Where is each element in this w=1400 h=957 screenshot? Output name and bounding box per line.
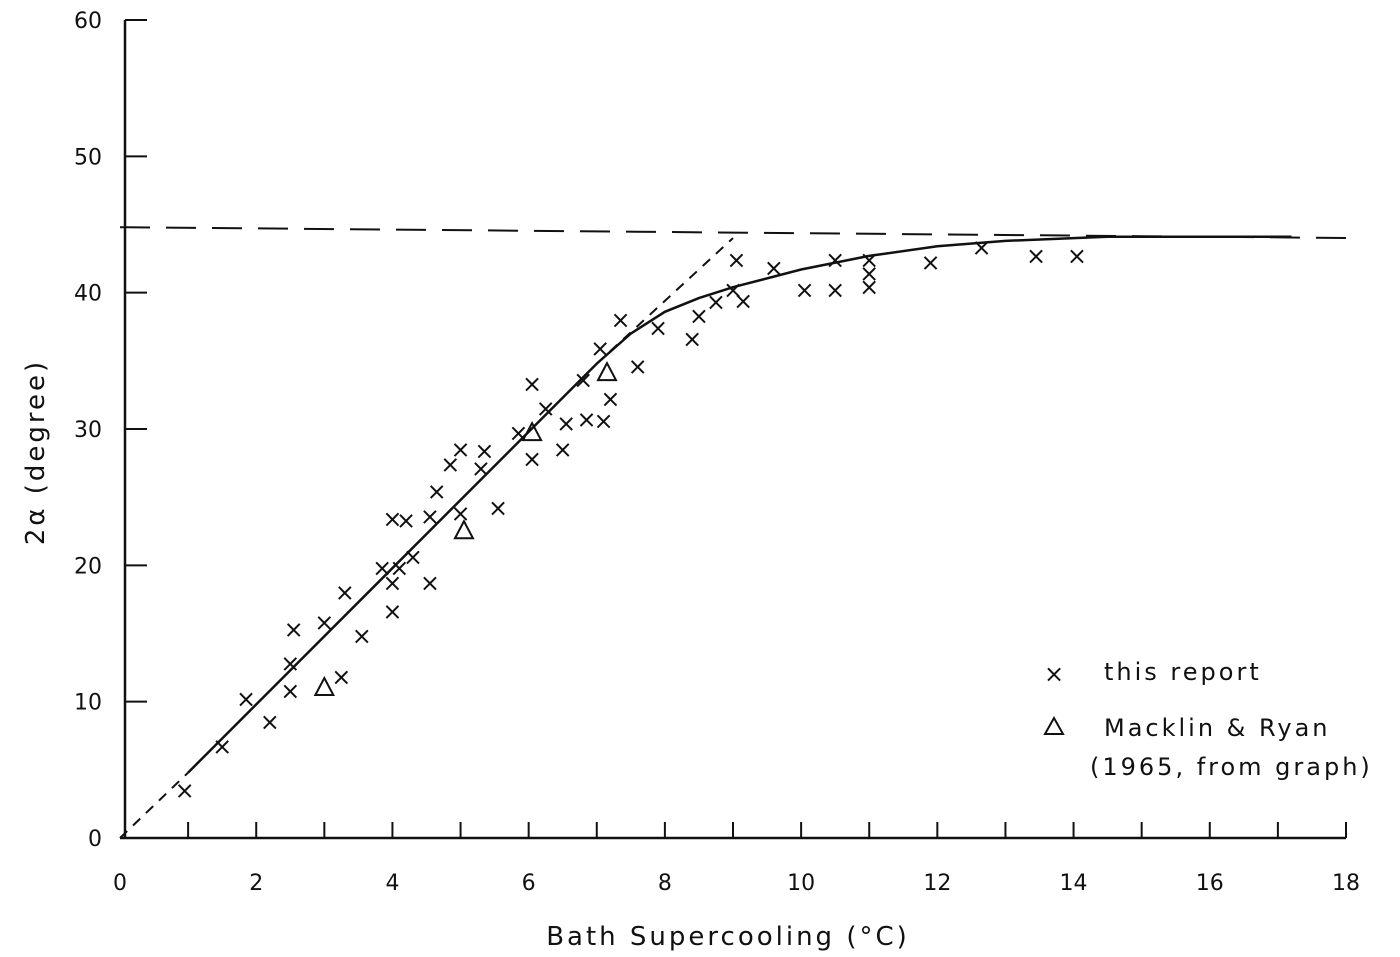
point-this-report: × bbox=[594, 407, 614, 435]
x-tick-label: 0 bbox=[113, 871, 127, 896]
dashed-line-1 bbox=[119, 226, 1360, 240]
point-this-report: × bbox=[175, 776, 195, 804]
point-macklin-ryan bbox=[596, 360, 618, 382]
point-this-report: × bbox=[859, 273, 879, 301]
point-this-report: × bbox=[733, 287, 753, 315]
point-this-report: × bbox=[556, 410, 576, 438]
dashed-line-2 bbox=[119, 771, 189, 839]
point-this-report: × bbox=[706, 288, 726, 316]
point-this-report: × bbox=[382, 569, 402, 597]
point-this-report: × bbox=[972, 234, 992, 262]
point-this-report: × bbox=[522, 445, 542, 473]
point-macklin-ryan bbox=[453, 519, 475, 540]
point-this-report: × bbox=[471, 455, 491, 483]
point-this-report: × bbox=[440, 450, 460, 478]
point-this-report: × bbox=[689, 302, 709, 330]
x-tick-label: 12 bbox=[923, 871, 951, 896]
y-tick-label: 40 bbox=[74, 282, 102, 307]
point-this-report: × bbox=[723, 276, 743, 304]
point-this-report: × bbox=[536, 395, 556, 423]
legend: × this report Macklin & Ryan (1965, from… bbox=[1043, 658, 1373, 781]
point-this-report: × bbox=[859, 246, 879, 274]
dashed-line-3 bbox=[596, 237, 734, 365]
x-ticks: 0 2 4 6 8 10 12 14 16 18 bbox=[113, 822, 1360, 896]
point-macklin-ryan bbox=[521, 420, 543, 442]
x-tick-label: 4 bbox=[385, 871, 399, 896]
point-this-report: × bbox=[920, 249, 940, 277]
y-axis-title: 2α (degree) bbox=[21, 359, 51, 545]
point-this-report: × bbox=[284, 615, 304, 643]
x-tick-label: 2 bbox=[249, 871, 263, 896]
point-this-report: × bbox=[682, 325, 702, 353]
point-this-report: × bbox=[488, 494, 508, 522]
y-tick-label: 10 bbox=[74, 691, 102, 716]
point-this-report: × bbox=[726, 246, 746, 274]
point-this-report: × bbox=[764, 254, 784, 282]
point-this-report: × bbox=[403, 543, 423, 571]
point-this-report: × bbox=[648, 314, 668, 342]
y-tick-label: 30 bbox=[74, 418, 102, 443]
point-this-report: × bbox=[382, 598, 402, 626]
point-this-report: × bbox=[352, 622, 372, 650]
x-tick-label: 18 bbox=[1332, 871, 1360, 896]
y-ticks: 0 10 20 30 40 50 60 bbox=[74, 9, 147, 852]
point-this-report: × bbox=[611, 306, 631, 334]
point-this-report: × bbox=[331, 663, 351, 691]
legend-label-macklin-ryan-source: (1965, from graph) bbox=[1090, 753, 1373, 781]
point-this-report: × bbox=[389, 554, 409, 582]
point-this-report: × bbox=[794, 276, 814, 304]
point-this-report: × bbox=[825, 276, 845, 304]
point-this-report: × bbox=[451, 435, 471, 463]
point-this-report: × bbox=[1026, 242, 1046, 270]
x-tick-label: 16 bbox=[1196, 871, 1224, 896]
data-points: ××××××× ×××××××××××××××××××××××××××××××××… bbox=[175, 234, 1087, 805]
point-this-report: × bbox=[396, 506, 416, 534]
point-this-report: × bbox=[382, 505, 402, 533]
point-this-report: × bbox=[280, 677, 300, 705]
point-this-report: × bbox=[522, 370, 542, 398]
point-this-report: × bbox=[577, 405, 597, 433]
point-this-report: × bbox=[420, 569, 440, 597]
point-this-report: × bbox=[420, 502, 440, 530]
y-tick-label: 0 bbox=[88, 827, 102, 852]
legend-x-icon: × bbox=[1044, 660, 1064, 688]
point-this-report: × bbox=[236, 685, 256, 713]
fit-lines bbox=[119, 226, 1360, 839]
point-this-report: × bbox=[280, 649, 300, 677]
y-tick-label: 60 bbox=[74, 9, 102, 34]
point-this-report: × bbox=[314, 609, 334, 637]
point-this-report: × bbox=[474, 437, 494, 465]
point-this-report: × bbox=[1067, 242, 1087, 270]
point-macklin-ryan bbox=[313, 675, 335, 697]
point-this-report: × bbox=[508, 419, 528, 447]
point-this-report: × bbox=[427, 478, 447, 506]
x-tick-label: 6 bbox=[522, 871, 536, 896]
y-tick-label: 20 bbox=[74, 554, 102, 579]
y-tick-label: 50 bbox=[74, 145, 102, 170]
point-this-report: × bbox=[260, 708, 280, 736]
x-tick-label: 14 bbox=[1060, 871, 1088, 896]
point-this-report: × bbox=[825, 246, 845, 274]
point-this-report: × bbox=[859, 260, 879, 288]
point-this-report: × bbox=[372, 554, 392, 582]
x-tick-label: 10 bbox=[787, 871, 815, 896]
point-this-report: × bbox=[628, 352, 648, 380]
point-this-report: × bbox=[553, 435, 573, 463]
x-axis-title: Bath Supercooling (°C) bbox=[546, 922, 910, 952]
point-this-report: × bbox=[590, 335, 610, 363]
legend-label-this-report: this report bbox=[1104, 658, 1262, 686]
point-this-report: × bbox=[451, 500, 471, 528]
fit-curve-0 bbox=[187, 235, 1292, 774]
x-tick-label: 8 bbox=[658, 871, 672, 896]
legend-label-macklin-ryan: Macklin & Ryan bbox=[1104, 714, 1331, 742]
point-this-report: × bbox=[335, 579, 355, 607]
legend-triangle-icon bbox=[1043, 715, 1065, 735]
point-this-report: × bbox=[600, 385, 620, 413]
point-this-report: × bbox=[212, 733, 232, 761]
point-this-report: × bbox=[573, 366, 593, 394]
